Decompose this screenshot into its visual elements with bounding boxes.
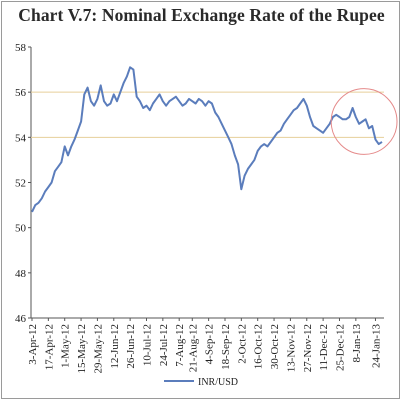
legend: INR/USD: [164, 377, 238, 388]
x-tick-label: 30-Oct-12: [269, 324, 281, 369]
highlight-circle: [330, 88, 398, 155]
x-tick-label: 12-Jun-12: [109, 324, 121, 369]
legend-label: INR/USD: [198, 377, 238, 388]
series-line-inr-usd: [31, 66, 383, 213]
x-tick-label: 16-Oct-12: [253, 324, 265, 369]
x-axis: 3-Apr-12 17-Apr-12 1-May-12 15-May-12 29-May…: [27, 317, 384, 374]
x-tick-label: 15-May-12: [76, 324, 88, 374]
x-tick-label: 8-Jan-13: [351, 324, 363, 363]
x-tick-label: 11-Dec-12: [318, 324, 330, 371]
x-tick-label: 1-May-12: [60, 324, 72, 368]
x-tick-label: 26-Jun-12: [125, 324, 137, 369]
x-tick-label: 29-May-12: [92, 324, 104, 374]
y-axis: 46 48 50 52 54 56 58: [15, 42, 32, 325]
y-tick-label: 52: [15, 178, 26, 190]
x-tick-label: 21-Aug-12: [187, 324, 199, 372]
y-tick-label: 56: [15, 87, 27, 99]
x-tick-label: 24-Jul-12: [158, 324, 170, 366]
x-tick-label: 13-Nov-12: [285, 324, 297, 372]
series-layer: [31, 66, 383, 213]
x-tick-label: 2-Oct-12: [236, 324, 248, 364]
y-tick-label: 48: [15, 268, 27, 280]
x-tick-label: 10-Jul-12: [141, 324, 153, 366]
x-tick-label: 7-Aug-12: [174, 324, 186, 367]
y-tick-label: 46: [15, 313, 27, 325]
x-tick-label: 17-Apr-12: [43, 324, 55, 370]
chart-title: Chart V.7: Nominal Exchange Rate of the …: [18, 5, 385, 25]
y-tick-label: 54: [15, 132, 27, 144]
annotation-layer: [330, 88, 398, 155]
x-tick-label: 3-Apr-12: [27, 324, 39, 365]
x-tick-label: 18-Sep-12: [220, 324, 232, 370]
x-tick-label: 27-Nov-12: [302, 324, 314, 372]
y-tick-label: 50: [15, 223, 27, 235]
x-tick-label: 25-Dec-12: [334, 324, 346, 371]
x-tick-label: 24-Jan-13: [370, 324, 382, 368]
x-tick-label: 4-Sep-12: [204, 324, 216, 364]
y-tick-label: 58: [15, 42, 27, 54]
reference-lines: [31, 91, 384, 138]
